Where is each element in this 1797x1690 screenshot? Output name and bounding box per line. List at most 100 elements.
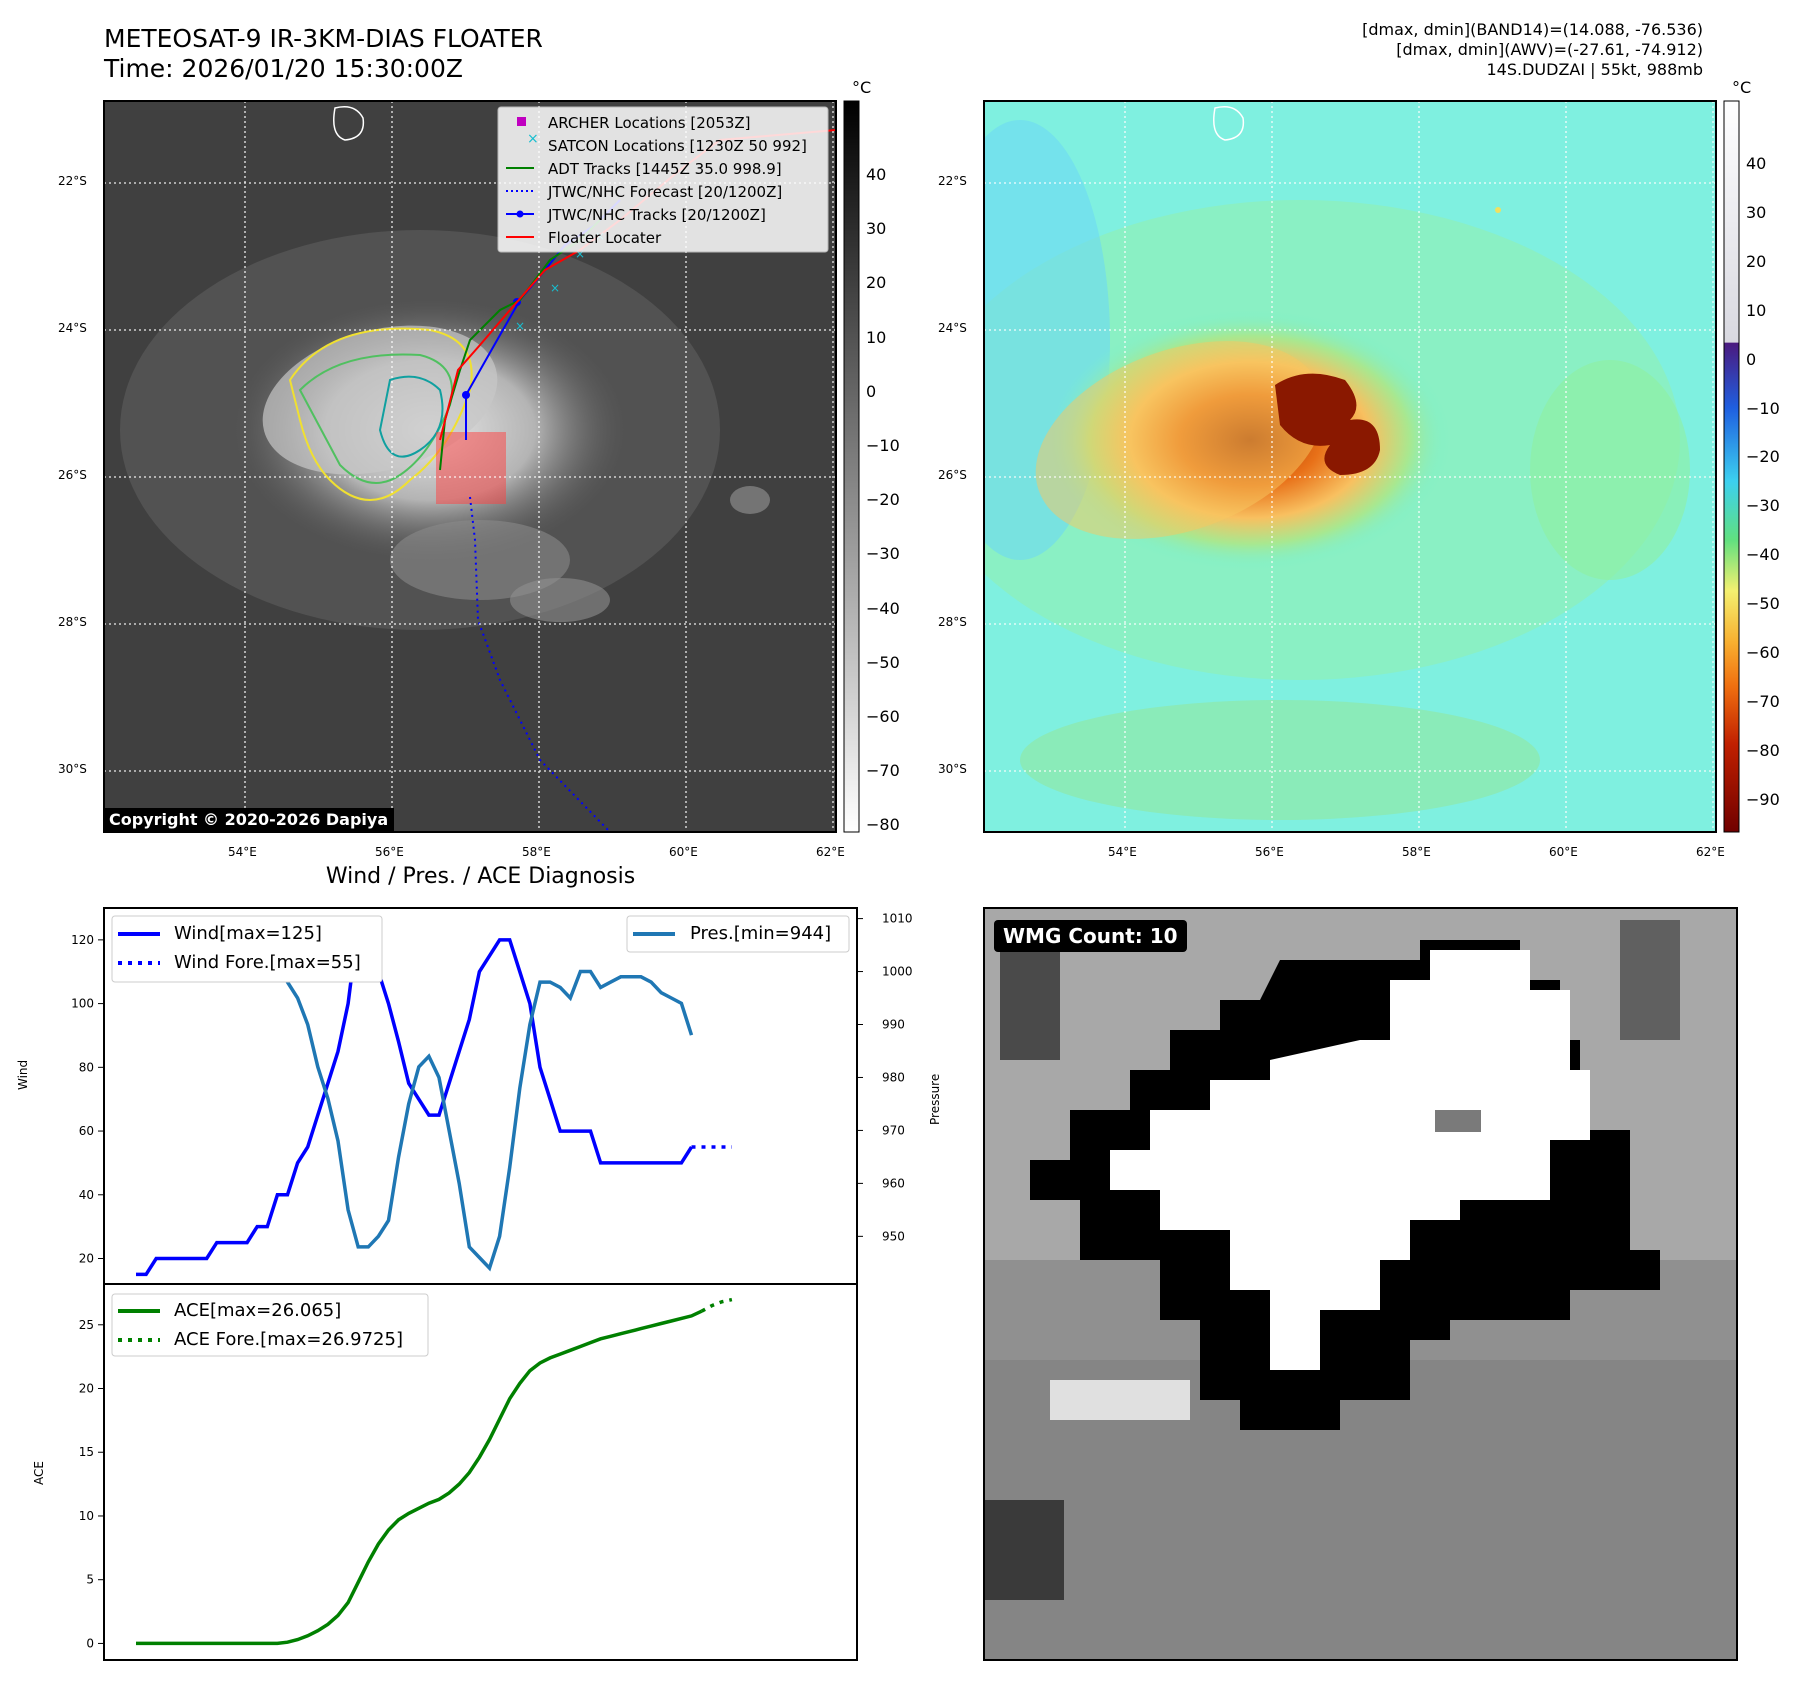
diagnosis-series [136,922,733,1646]
ir-tick: −60 [866,707,900,727]
wind-ytick-label: 40 [79,1188,94,1202]
awv-tick: 20 [1746,251,1767,271]
map-legend-labels: ARCHER Locations [2053Z] SATCON Location… [548,112,807,250]
awv-range: [dmax, dmin](AWV)=(-27.61, -74.912) [1396,40,1703,59]
wmg-imagery [984,920,1737,1660]
awv-tick: 30 [1746,202,1767,222]
awv-lat-24: 24°S [938,321,967,335]
legend-archer-marker [517,117,526,126]
awv-lon-56: 56°E [1255,845,1284,859]
ir-tick: 0 [866,381,877,401]
storm-info: [dmax, dmin](BAND14)=(14.088, -76.536) [… [1362,20,1703,80]
svg-text:×: × [550,281,560,295]
ace-legend [111,1293,429,1357]
awv-colorbar-ticks: 40 30 20 10 0 −10 −20 −30 −40 −50 −60 −7… [1746,140,1780,825]
title-line-2: Time: 2026/01/20 15:30:00Z [104,54,463,83]
legend-satcon-marker: × [527,131,539,147]
awv-lat-26: 26°S [938,468,967,482]
storm-summary: 14S.DUDZAI | 55kt, 988mb [1486,60,1704,79]
wind-legend [111,915,383,983]
awv-lon-54: 54°E [1108,845,1137,859]
pres-ytick-label: 950 [882,1229,905,1243]
chart-title: METEOSAT-9 IR-3KM-DIAS FLOATER Time: 202… [104,24,543,84]
copyright-badge: Copyright © 2020-2026 Dapiya [103,808,395,831]
legend-archer: ARCHER Locations [2053Z] [548,114,751,132]
floater-box [436,432,506,504]
awv-tick: −10 [1746,398,1780,418]
wind-ytick-label: 120 [71,933,94,947]
awv-tick: −60 [1746,643,1780,663]
ir-lat-22: 22°S [58,174,87,188]
pres-ytick-label: 1000 [882,965,913,979]
ir-lon-62: 62°E [816,845,845,859]
ace-ylabel: ACE [32,1461,46,1485]
ace-legend-label: ACE[max=26.065] [174,1300,342,1321]
ir-tick: −30 [866,544,900,564]
ace-series [136,1309,703,1646]
awv-tick: −50 [1746,594,1780,614]
wind-ylabel: Wind [16,1059,30,1090]
ir-gridlines [104,101,836,832]
legend-floater: Floater Locater [548,229,662,247]
awv-lat-30: 30°S [938,762,967,776]
awv-tick: −40 [1746,545,1780,565]
ir-tick: 10 [866,327,887,347]
ir-lat-24: 24°S [58,321,87,335]
awv-colorbar-unit: °C [1732,78,1752,97]
legend-adt: ADT Tracks [1445Z 35.0 998.9] [548,160,782,178]
legend-satcon: SATCON Locations [1230Z 50 992] [548,137,807,155]
awv-tick: −70 [1746,691,1780,711]
ir-tick: −20 [866,490,900,510]
ace-fore-legend-label: ACE Fore.[max=26.9725] [174,1329,403,1350]
ir-lon-58: 58°E [522,845,551,859]
ir-lon-60: 60°E [669,845,698,859]
awv-tick: 0 [1746,349,1757,369]
awv-tick: −30 [1746,496,1780,516]
awv-tick: −80 [1746,740,1780,760]
map-legend: × [497,106,829,253]
awv-gridlines [984,101,1716,832]
wind-legend-label: Wind[max=125] [174,923,322,944]
awv-tick: 10 [1746,300,1767,320]
awv-tick: 40 [1746,154,1767,173]
ace-ytick-label: 10 [79,1509,94,1523]
pres-ytick-label: 970 [882,1123,905,1137]
ir-lat-28: 28°S [58,615,87,629]
ace-ytick-label: 5 [86,1573,94,1587]
ir-tick: 20 [866,273,887,293]
awv-tick: −90 [1746,789,1780,809]
ir-lon-54: 54°E [228,845,257,859]
pres-ylabel: Pressure [928,1073,942,1125]
pres-ytick-label: 980 [882,1070,905,1084]
pres-legend-label: Pres.[min=944] [690,923,832,944]
pres-ytick-label: 960 [882,1176,905,1190]
ir-tick: −50 [866,652,900,672]
svg-text:×: × [515,319,525,333]
awv-lat-28: 28°S [938,615,967,629]
awv-colorbar [1723,100,1740,833]
ir-tick: 30 [866,219,887,239]
awv-lon-62: 62°E [1696,845,1725,859]
legend-jtwc-tracks: JTWC/NHC Tracks [20/1200Z] [548,206,766,224]
ace-ytick-label: 0 [86,1636,94,1650]
wmg-eye [1110,950,1590,1370]
wind-ytick-label: 60 [79,1124,94,1138]
pres-legend [626,915,850,953]
ir-panel: × × × × × [103,100,860,833]
svg-text:×: × [575,247,585,261]
ir-colorbar-ticks: 40 30 20 10 0 −10 −20 −30 −40 −50 −60 −7… [866,148,900,853]
wind-ytick-label: 20 [79,1252,94,1266]
diagnosis-title: Wind / Pres. / ACE Diagnosis [325,864,636,889]
jtwc-forecast-track [469,496,611,832]
wind-yticks: 20 40 60 80 100 120 [71,933,104,1266]
ir-imagery: × × × × [104,101,836,832]
wind-ytick-label: 100 [71,997,94,1011]
awv-imagery [984,101,1716,832]
band14-range: [dmax, dmin](BAND14)=(14.088, -76.536) [1362,20,1703,39]
ir-tick: −10 [866,436,900,456]
pres-ytick-label: 1010 [882,912,913,926]
ace-ytick-label: 15 [79,1445,94,1459]
awv-core [1275,373,1380,475]
